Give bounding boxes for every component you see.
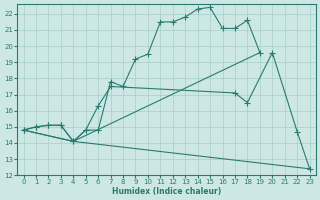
X-axis label: Humidex (Indice chaleur): Humidex (Indice chaleur) (112, 187, 221, 196)
